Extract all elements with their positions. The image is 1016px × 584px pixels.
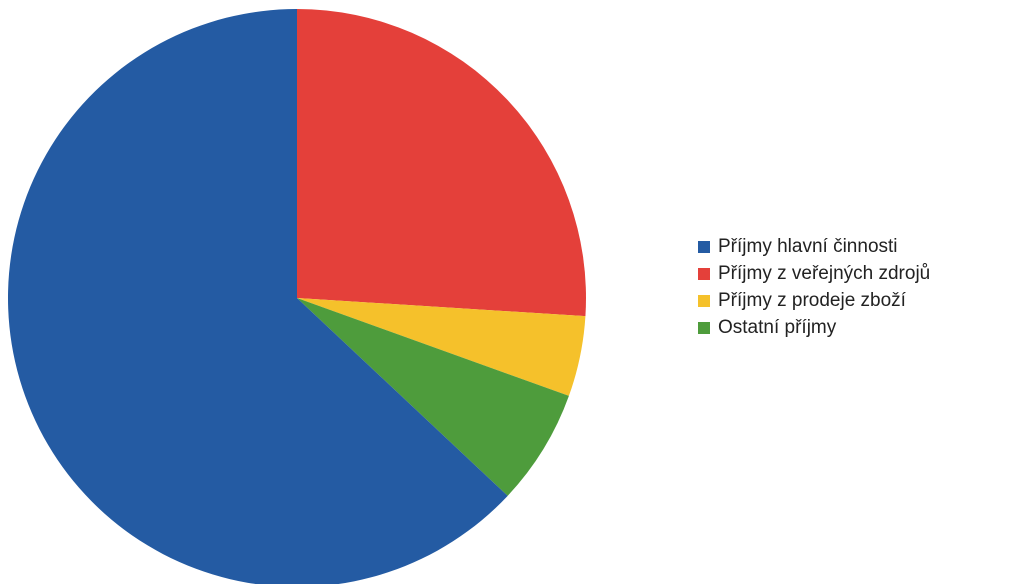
- pie-slice: [297, 9, 587, 317]
- legend-item-verejne-zdroje: Příjmy z veřejných zdrojů: [698, 260, 930, 287]
- legend-item-prodej-zbozi: Příjmy z prodeje zboží: [698, 287, 930, 314]
- legend-item-hlavni-cinnost: Příjmy hlavní činnosti: [698, 233, 930, 260]
- legend-swatch: [698, 294, 710, 307]
- legend-label: Příjmy z veřejných zdrojů: [718, 262, 931, 284]
- legend-label: Ostatní příjmy: [718, 316, 837, 338]
- legend-label: Příjmy z prodeje zboží: [718, 289, 906, 311]
- pie-slice: [297, 298, 586, 396]
- pie-slice: [297, 298, 569, 496]
- legend-swatch: [698, 240, 710, 253]
- legend-label: Příjmy hlavní činnosti: [718, 235, 898, 257]
- legend-swatch: [698, 267, 710, 280]
- legend-item-ostatni: Ostatní příjmy: [698, 314, 930, 341]
- legend-swatch: [698, 321, 710, 334]
- pie-slice: [8, 9, 508, 584]
- legend: Příjmy hlavní činnosti Příjmy z veřejnýc…: [698, 233, 930, 341]
